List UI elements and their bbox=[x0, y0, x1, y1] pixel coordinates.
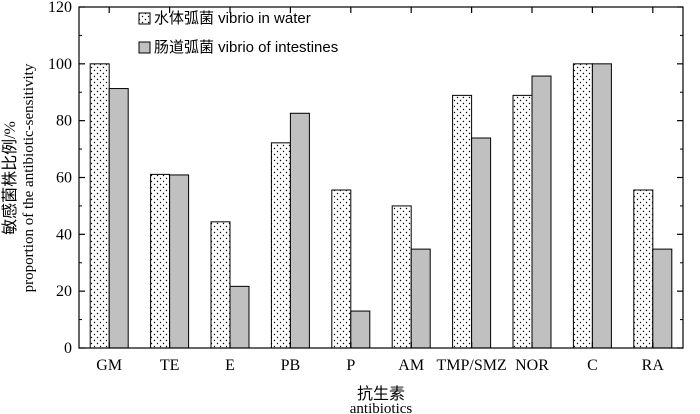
legend-label-1: 水体弧菌 vibrio in water bbox=[154, 10, 311, 27]
bar-nor-series-2 bbox=[531, 75, 552, 349]
x-tick-label: P bbox=[346, 357, 355, 374]
x-tick-label: TE bbox=[160, 357, 180, 374]
y-tick-label: 80 bbox=[56, 113, 72, 130]
bar-gm-series-1 bbox=[89, 63, 110, 349]
y-tick-label: 20 bbox=[56, 283, 72, 300]
bar-am-series-2 bbox=[410, 248, 431, 349]
bar-gm-series-2 bbox=[108, 88, 129, 349]
bar-tmp-smz-series-2 bbox=[471, 137, 492, 349]
bar-e-series-1 bbox=[210, 221, 231, 349]
legend-swatch-2 bbox=[138, 41, 151, 54]
bar-pb-series-2 bbox=[289, 112, 310, 349]
bar-ra-series-2 bbox=[652, 248, 673, 349]
bar-e-series-2 bbox=[229, 285, 250, 349]
bar-c-series-2 bbox=[591, 63, 612, 349]
y-axis-label-cn: 敏感菌株比例/% bbox=[1, 121, 19, 235]
x-axis-label-en: antibiotics bbox=[350, 401, 413, 414]
x-tick-label: NOR bbox=[515, 357, 549, 374]
bar-te-series-2 bbox=[169, 174, 190, 349]
bar-c-series-1 bbox=[572, 63, 593, 349]
y-tick-label: 40 bbox=[56, 226, 72, 243]
bar-am-series-1 bbox=[391, 205, 412, 349]
y-tick-label: 0 bbox=[64, 340, 72, 357]
bar-p-series-1 bbox=[331, 189, 352, 349]
legend-swatch-1 bbox=[138, 12, 151, 25]
bar-tmp-smz-series-1 bbox=[452, 94, 473, 349]
x-tick-label: E bbox=[225, 357, 235, 374]
x-tick-label: TMP/SMZ bbox=[436, 357, 506, 374]
x-tick-label: RA bbox=[642, 357, 665, 374]
x-tick-label: PB bbox=[281, 357, 301, 374]
legend: 水体弧菌 vibrio in water 肠道弧菌 vibrio of intes… bbox=[138, 10, 338, 56]
y-axis-label-en: proportion of the antibiotic-sensitivity bbox=[21, 63, 37, 292]
y-tick-label: 100 bbox=[48, 56, 72, 73]
bar-p-series-2 bbox=[350, 310, 371, 349]
bar-ra-series-1 bbox=[633, 189, 654, 349]
x-axis-label-cn: 抗生素 bbox=[357, 385, 405, 403]
bar-te-series-1 bbox=[150, 173, 171, 349]
bar-pb-series-1 bbox=[270, 142, 291, 349]
bars-layer bbox=[89, 63, 673, 349]
x-tick-label: C bbox=[587, 357, 598, 374]
legend-label-2: 肠道弧菌 vibrio of intestines bbox=[154, 39, 338, 56]
axes-layer: 0 20 40 60 80 100 120 GM TE E PB P AM TMP/SMZ NOR C RA bbox=[48, 0, 684, 374]
x-tick-label: AM bbox=[398, 357, 424, 374]
y-tick-label: 60 bbox=[56, 170, 72, 187]
y-tick-label: 120 bbox=[48, 0, 72, 16]
bar-nor-series-1 bbox=[512, 94, 533, 349]
x-tick-label: GM bbox=[96, 357, 122, 374]
